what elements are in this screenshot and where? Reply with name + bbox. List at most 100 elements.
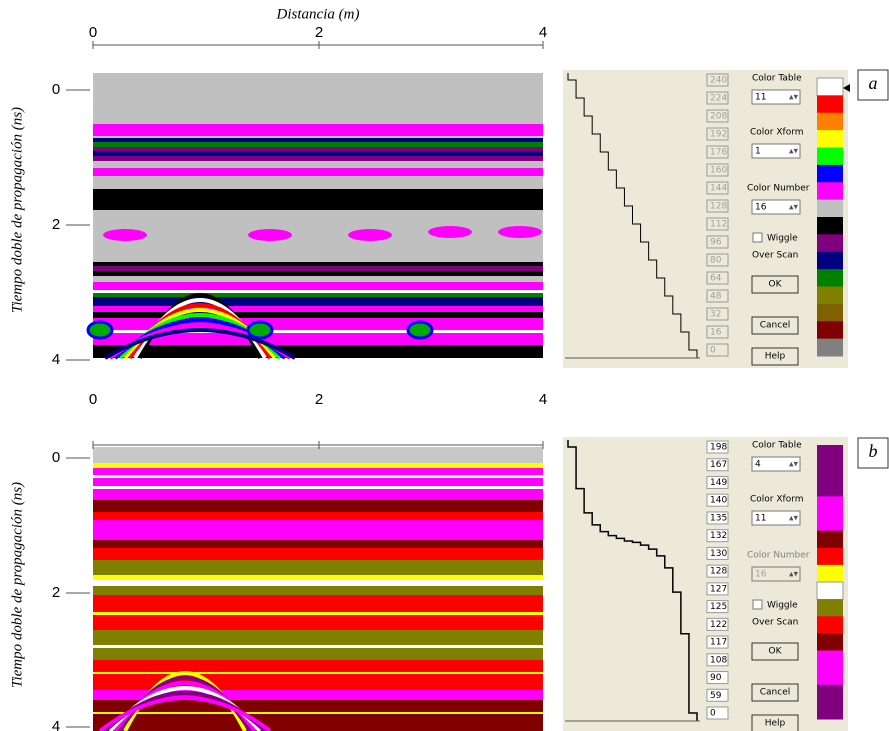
- radar-band: [93, 468, 543, 500]
- transfer-curve: [567, 73, 698, 358]
- radar-blob: [248, 229, 292, 241]
- radar-band: [93, 520, 543, 540]
- color-swatch: [817, 217, 843, 235]
- color-swatch: [817, 286, 843, 305]
- level-value: 80: [710, 256, 722, 266]
- radar-band: [93, 612, 543, 615]
- radar-band: [93, 575, 543, 580]
- label: Color Table: [752, 441, 802, 451]
- y-tick-label: 2: [52, 216, 60, 233]
- radar-band: [93, 672, 543, 674]
- hyperbola: [98, 696, 272, 731]
- color-swatch: [817, 667, 843, 686]
- radar-blob: [246, 320, 274, 340]
- color-swatch: [817, 112, 843, 131]
- color-swatch: [817, 633, 843, 651]
- spin-value: 16: [755, 570, 767, 580]
- level-value: 192: [710, 130, 727, 140]
- level-box: [706, 600, 729, 614]
- radar-band: [93, 345, 543, 358]
- radar-band: [93, 147, 543, 151]
- color-swatch: [817, 251, 843, 270]
- level-box: [706, 271, 729, 285]
- color-swatch: [817, 684, 843, 703]
- button[interactable]: [751, 347, 799, 366]
- label: Wiggle: [767, 234, 798, 244]
- level-value: 16: [710, 328, 722, 338]
- panel-label: a: [869, 73, 878, 93]
- level-value: 135: [710, 513, 727, 523]
- color-swatch: [817, 530, 843, 549]
- color-swatch: [817, 321, 843, 340]
- level-value: 240: [710, 76, 727, 86]
- level-value: 112: [710, 220, 727, 230]
- radar-blob: [498, 226, 542, 238]
- color-swatch: [816, 77, 844, 97]
- color-swatch: [817, 95, 843, 114]
- radar-blob: [428, 226, 472, 238]
- button-label: Help: [765, 352, 786, 362]
- x-tick-label: 0: [89, 24, 97, 41]
- level-value: 108: [710, 655, 727, 665]
- radar-band: [93, 548, 543, 560]
- spin-value: 16: [755, 203, 767, 213]
- checkbox[interactable]: [752, 232, 763, 243]
- level-box: [706, 529, 729, 543]
- level-value: 64: [710, 274, 722, 284]
- level-value: 96: [710, 238, 722, 248]
- level-box: [706, 706, 729, 720]
- y-tick-label: 2: [52, 584, 60, 601]
- radar-band: [93, 486, 543, 489]
- button[interactable]: [751, 683, 799, 702]
- x-axis-label: Distancia (m): [276, 6, 360, 22]
- label: Over Scan: [752, 251, 798, 261]
- label: Wiggle: [767, 601, 798, 611]
- radar-band: [93, 560, 543, 575]
- checkbox[interactable]: [752, 599, 763, 610]
- button[interactable]: [751, 316, 799, 335]
- color-swatch: [817, 303, 843, 322]
- color-swatch: [817, 547, 843, 566]
- level-box: [706, 181, 729, 195]
- panel-label-box: [857, 69, 889, 101]
- button-label: OK: [769, 280, 783, 290]
- button[interactable]: [751, 642, 799, 661]
- level-value: 0: [710, 709, 716, 719]
- label: Color Number: [747, 551, 810, 561]
- level-box: [706, 458, 729, 472]
- radar-band: [93, 266, 543, 271]
- y-axis-label: Tiempo doble de propagación (ns): [9, 482, 25, 688]
- color-swatch: [817, 564, 843, 583]
- y-tick-label: 0: [52, 81, 60, 98]
- level-value: 127: [710, 584, 727, 594]
- level-box: [706, 127, 729, 141]
- level-box: [706, 564, 729, 578]
- spin-arrows: ▴▾: [789, 460, 799, 470]
- level-box: [706, 91, 729, 105]
- radar-band: [93, 463, 543, 468]
- button-label: Cancel: [760, 321, 791, 331]
- radar-band: [93, 586, 543, 595]
- color-swatch: [817, 479, 843, 497]
- label: Color Xform: [750, 495, 804, 505]
- radar-band: [93, 290, 543, 293]
- color-swatch: [817, 164, 843, 183]
- button[interactable]: [751, 275, 799, 294]
- level-value: 144: [710, 184, 727, 194]
- spin-value: 11: [755, 514, 766, 524]
- level-box: [706, 582, 729, 596]
- radar-blob: [348, 229, 392, 241]
- radar-band: [93, 282, 543, 290]
- label: Color Xform: [750, 128, 804, 138]
- level-value: 224: [710, 94, 727, 104]
- color-swatch: [817, 496, 843, 514]
- level-value: 130: [710, 549, 727, 559]
- button-label: OK: [769, 647, 783, 657]
- level-value: 128: [710, 202, 727, 212]
- spin-box: [751, 199, 801, 215]
- radar-band: [93, 124, 543, 136]
- spin-arrows: ▴▾: [789, 93, 799, 103]
- button[interactable]: [751, 714, 799, 731]
- radar-band: [93, 540, 543, 548]
- color-swatch: [817, 616, 843, 634]
